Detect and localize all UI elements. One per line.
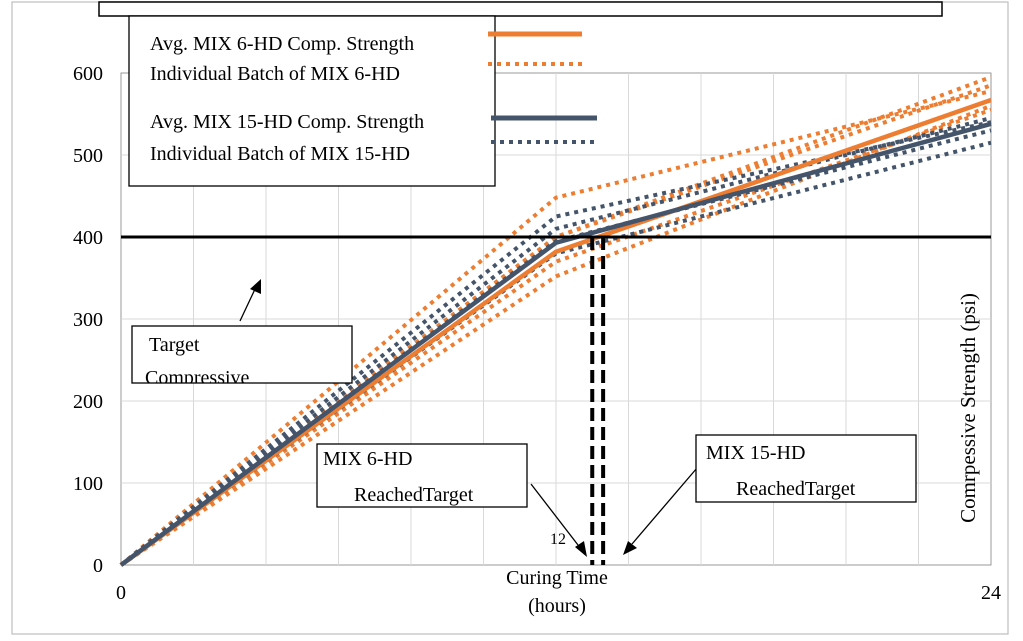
mix15-reached-line2: ReachedTarget bbox=[736, 478, 856, 500]
mix15-arrow-head bbox=[623, 541, 637, 555]
target-annotation: Target Compressive bbox=[132, 326, 352, 389]
mix6-reached-line1: MIX 6-HD bbox=[323, 448, 412, 470]
tick-12-label: 12 bbox=[550, 531, 566, 548]
x-axis-label: Curing Time (hours) bbox=[506, 567, 608, 617]
y-tick-label: 600 bbox=[73, 63, 103, 85]
target-box-line1: Target bbox=[149, 334, 200, 356]
y-tick-label: 100 bbox=[73, 473, 103, 495]
x-axis-label-line1: Curing Time bbox=[506, 567, 608, 589]
y-tick-label: 0 bbox=[93, 555, 103, 577]
mix6-reached-line2: ReachedTarget bbox=[354, 484, 474, 506]
y-tick-label: 400 bbox=[73, 227, 103, 249]
x-tick-label: 0 bbox=[116, 582, 126, 604]
legend-label-mix6-avg: Avg. MIX 6-HD Comp. Strength bbox=[150, 33, 414, 55]
mix15-reached-line1: MIX 15-HD bbox=[706, 442, 805, 464]
mix6-reached-annotation: MIX 6-HD ReachedTarget bbox=[317, 444, 527, 507]
target-arrow-head bbox=[250, 279, 261, 294]
y-axis-ticks: 0 100 200 300 400 500 600 bbox=[73, 63, 103, 577]
y-axis-label: Comrpessive Strength (psi) bbox=[956, 293, 980, 523]
legend-label-mix6-batch: Individual Batch of MIX 6-HD bbox=[150, 63, 400, 85]
legend-label-mix15-batch: Individual Batch of MIX 15-HD bbox=[150, 143, 410, 165]
y-tick-label: 200 bbox=[73, 391, 103, 413]
target-arrow-line bbox=[240, 287, 256, 321]
legend-label-mix15-avg: Avg. MIX 15-HD Comp. Strength bbox=[150, 111, 424, 133]
y-tick-label: 300 bbox=[73, 309, 103, 331]
x-axis-label-line2: (hours) bbox=[528, 595, 586, 617]
target-box-line2: Compressive bbox=[145, 367, 250, 389]
y-tick-label: 500 bbox=[73, 145, 103, 167]
x-tick-label: 24 bbox=[981, 582, 1001, 604]
mix15-arrow-line bbox=[632, 468, 697, 544]
legend: Avg. MIX 6-HD Comp. Strength Individual … bbox=[129, 16, 495, 186]
mix15-reached-annotation: MIX 15-HD ReachedTarget bbox=[696, 435, 916, 502]
title-box bbox=[99, 2, 942, 16]
